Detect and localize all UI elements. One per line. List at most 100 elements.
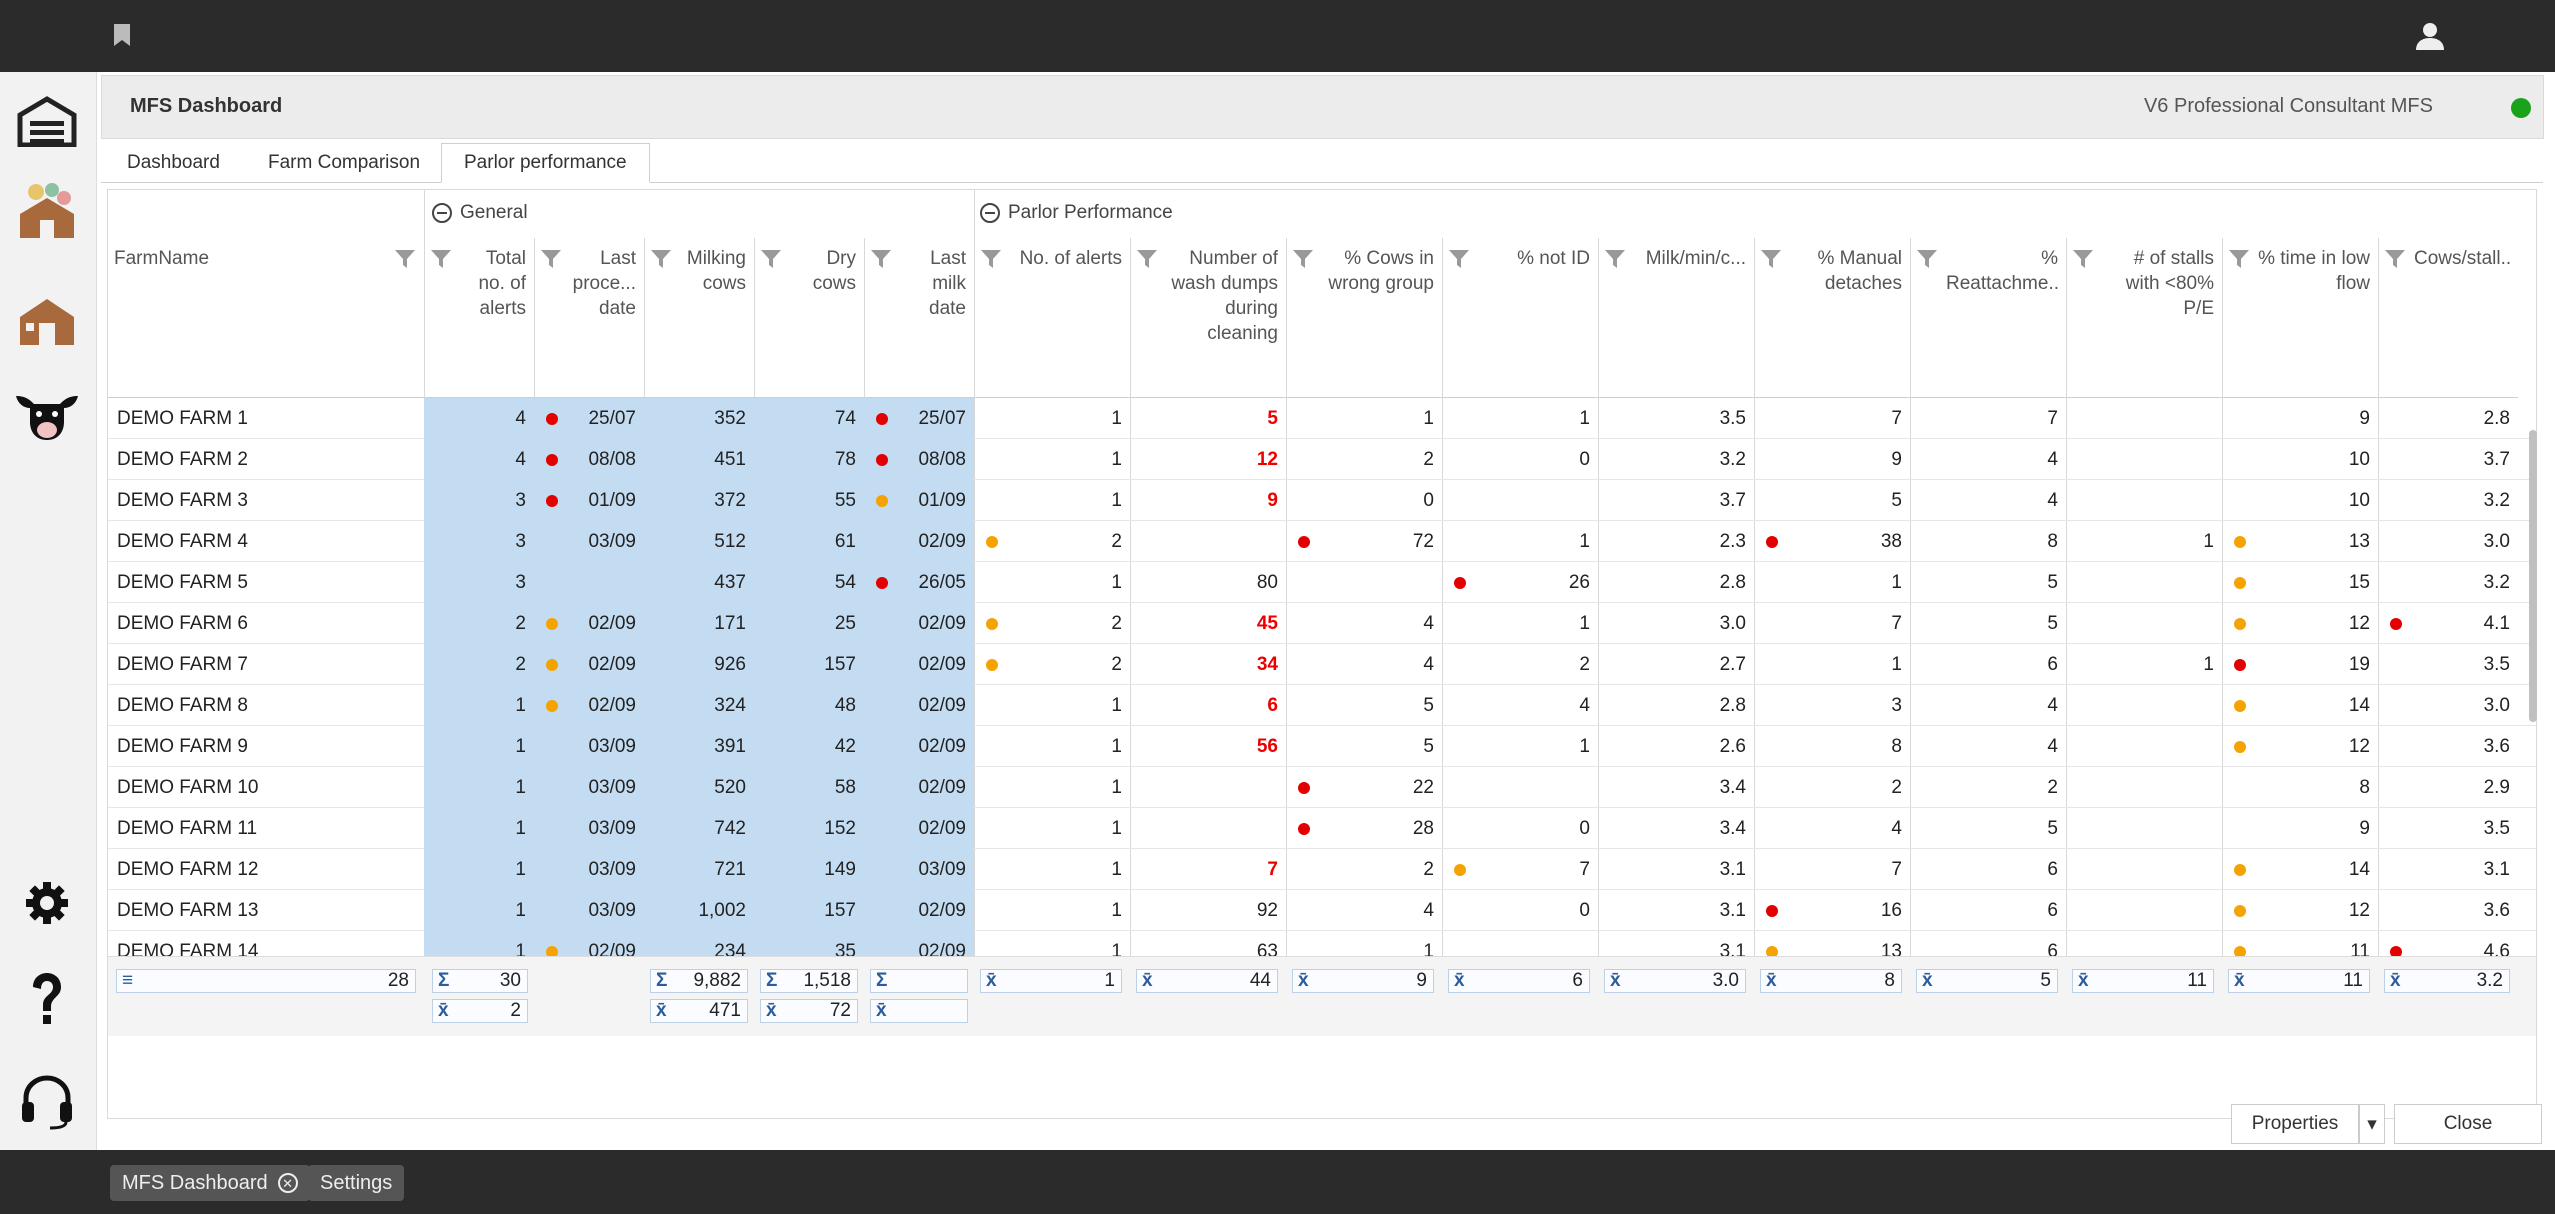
- column-header-stalls[interactable]: # of stalls with <80% P/E: [2066, 238, 2222, 398]
- properties-button[interactable]: Properties: [2231, 1104, 2359, 1144]
- filter-icon[interactable]: [870, 248, 892, 270]
- table-row[interactable]: DEMO FARM 10 1 03/09 520 58 02/09 1 22 3.4 2 2 8 2.9: [108, 767, 2536, 808]
- column-header-lowflow[interactable]: % time in low flow: [2222, 238, 2378, 398]
- filter-button[interactable]: [394, 248, 416, 270]
- column-separator: [1442, 238, 1443, 956]
- filter-icon[interactable]: [1292, 248, 1314, 270]
- column-header-total_alerts[interactable]: Total no. of alerts: [424, 238, 534, 398]
- filter-icon[interactable]: [980, 248, 1002, 270]
- bookmark-icon[interactable]: [112, 22, 132, 48]
- collapse-icon[interactable]: [432, 203, 452, 223]
- barn-icon[interactable]: [12, 86, 82, 156]
- column-header-manual[interactable]: % Manual detaches: [1754, 238, 1910, 398]
- filter-button[interactable]: [2384, 248, 2406, 270]
- filter-button[interactable]: [540, 248, 562, 270]
- cell-wash: [1130, 808, 1286, 849]
- gear-icon[interactable]: [12, 868, 82, 938]
- filter-button[interactable]: [760, 248, 782, 270]
- column-header-cowsstall[interactable]: Cows/stall...: [2378, 238, 2518, 398]
- cow-icon[interactable]: [12, 380, 82, 450]
- cell-value: 1: [1111, 941, 1122, 962]
- filter-icon[interactable]: [1760, 248, 1782, 270]
- column-header-name[interactable]: FarmName: [108, 238, 424, 398]
- farm-icon[interactable]: [12, 286, 82, 356]
- cell-wrong: 2: [1286, 849, 1442, 890]
- filter-icon[interactable]: [540, 248, 562, 270]
- tab-farm-comparison[interactable]: Farm Comparison: [268, 152, 421, 173]
- filter-icon[interactable]: [430, 248, 452, 270]
- filter-button[interactable]: [1448, 248, 1470, 270]
- cell-value: 10: [2348, 490, 2370, 511]
- help-icon[interactable]: [12, 964, 82, 1034]
- filter-button[interactable]: [1604, 248, 1626, 270]
- cell-value: 0: [1579, 818, 1590, 839]
- column-header-last_proc[interactable]: Last proce... date: [534, 238, 644, 398]
- filter-icon[interactable]: [1136, 248, 1158, 270]
- filter-button[interactable]: [1916, 248, 1938, 270]
- filter-button[interactable]: [1292, 248, 1314, 270]
- column-header-notid[interactable]: % not ID: [1442, 238, 1598, 398]
- mfs-dashboard-chip[interactable]: MFS Dashboard ✕: [110, 1165, 310, 1201]
- filter-button[interactable]: [1136, 248, 1158, 270]
- cell-stalls: 1: [2066, 644, 2222, 685]
- tab-dashboard[interactable]: Dashboard: [127, 152, 220, 173]
- column-header-wrong[interactable]: % Cows in wrong group: [1286, 238, 1442, 398]
- group-parlor[interactable]: Parlor Performance: [980, 196, 1173, 230]
- filter-button[interactable]: [980, 248, 1002, 270]
- red-alert-dot: [1766, 905, 1778, 917]
- cell-wash: 7: [1130, 849, 1286, 890]
- table-row[interactable]: DEMO FARM 13 1 03/09 1,002 157 02/09 1 92 4 0 3.1 1…: [108, 890, 2536, 931]
- cell-name: DEMO FARM 8: [108, 685, 424, 726]
- farms-icon[interactable]: [12, 176, 82, 246]
- table-row[interactable]: DEMO FARM 2 4 08/08 451 78 08/08 1 12 2 0 3.2 9 4 10 3…: [108, 439, 2536, 480]
- filter-icon[interactable]: [2072, 248, 2094, 270]
- table-row[interactable]: DEMO FARM 4 3 03/09 512 61 02/09 2 72 1 2.3 38 8 1 13…: [108, 521, 2536, 562]
- table-row[interactable]: DEMO FARM 9 1 03/09 391 42 02/09 1 56 5 1 2.6 8 4 12 3…: [108, 726, 2536, 767]
- close-button[interactable]: Close: [2394, 1104, 2542, 1144]
- filter-button[interactable]: [2072, 248, 2094, 270]
- column-header-milking[interactable]: Milking cows: [644, 238, 754, 398]
- table-row[interactable]: DEMO FARM 3 3 01/09 372 55 01/09 1 9 0 3.7 5 4 10 3.2: [108, 480, 2536, 521]
- filter-icon[interactable]: [760, 248, 782, 270]
- orange-alert-dot: [876, 495, 888, 507]
- headset-icon[interactable]: [12, 1066, 82, 1136]
- table-row[interactable]: DEMO FARM 5 3 437 54 26/05 1 80 26 2.8 1 5 15 3.2: [108, 562, 2536, 603]
- table-row[interactable]: DEMO FARM 8 1 02/09 324 48 02/09 1 6 5 4 2.8 3 4 14 3.…: [108, 685, 2536, 726]
- column-header-last_milk[interactable]: Last milk date: [864, 238, 974, 398]
- settings-chip[interactable]: Settings: [308, 1165, 405, 1201]
- user-icon[interactable]: [2414, 20, 2446, 52]
- table-row[interactable]: DEMO FARM 6 2 02/09 171 25 02/09 2 45 4 1 3.0 7 5 12 4…: [108, 603, 2536, 644]
- cell-value: 80: [1256, 572, 1278, 593]
- collapse-icon[interactable]: [980, 203, 1000, 223]
- column-header-wash[interactable]: Number of wash dumps during cleaning: [1130, 238, 1286, 398]
- column-header-dry[interactable]: Dry cows: [754, 238, 864, 398]
- filter-icon[interactable]: [1916, 248, 1938, 270]
- column-header-milkmin[interactable]: Milk/min/c...: [1598, 238, 1754, 398]
- cell-name: DEMO FARM 13: [108, 890, 424, 931]
- filter-button[interactable]: [1760, 248, 1782, 270]
- cell-value: DEMO FARM 9: [117, 736, 248, 757]
- cell-value: 4: [1423, 900, 1434, 921]
- close-icon[interactable]: ✕: [277, 1173, 298, 1193]
- filter-icon[interactable]: [2384, 248, 2406, 270]
- column-header-num_alerts[interactable]: No. of alerts: [974, 238, 1130, 398]
- filter-button[interactable]: [650, 248, 672, 270]
- filter-icon[interactable]: [1448, 248, 1470, 270]
- table-row[interactable]: DEMO FARM 7 2 02/09 926 157 02/09 2 34 4 2 2.7 1 6 1 1…: [108, 644, 2536, 685]
- vertical-scrollbar[interactable]: [2529, 430, 2537, 722]
- table-row[interactable]: DEMO FARM 11 1 03/09 742 152 02/09 1 28 0 3.4 4 5 9 3…: [108, 808, 2536, 849]
- table-row[interactable]: DEMO FARM 12 1 03/09 721 149 03/09 1 7 2 7 3.1 7 6 14…: [108, 849, 2536, 890]
- filter-icon[interactable]: [2228, 248, 2250, 270]
- group-general[interactable]: General: [432, 196, 528, 230]
- filter-icon[interactable]: [394, 248, 416, 270]
- filter-icon[interactable]: [1604, 248, 1626, 270]
- properties-dropdown[interactable]: ▾: [2359, 1104, 2385, 1144]
- cell-reatt: 4: [1910, 685, 2066, 726]
- filter-button[interactable]: [2228, 248, 2250, 270]
- tab-parlor-performance[interactable]: Parlor performance: [441, 143, 650, 183]
- column-header-reatt[interactable]: % Reattachme...: [1910, 238, 2066, 398]
- filter-icon[interactable]: [650, 248, 672, 270]
- filter-button[interactable]: [870, 248, 892, 270]
- filter-button[interactable]: [430, 248, 452, 270]
- table-row[interactable]: DEMO FARM 1 4 25/07 352 74 25/07 1 5 1 1 3.5 7 7 9 2.8: [108, 398, 2536, 439]
